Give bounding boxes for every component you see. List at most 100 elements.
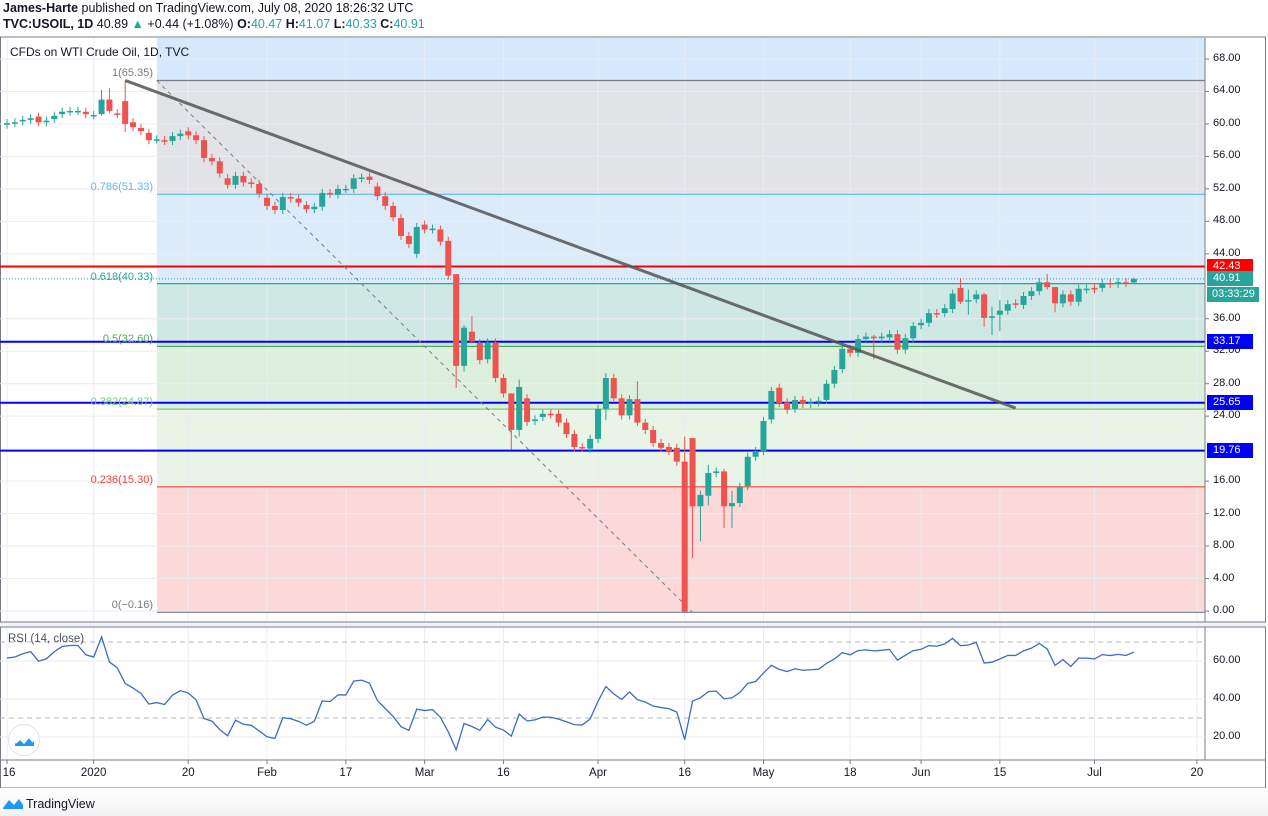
candle-body — [1067, 294, 1074, 302]
candle-body — [114, 113, 121, 115]
price-tick-label: 0.00 — [1213, 604, 1235, 616]
low-label: L: — [333, 17, 346, 31]
candle-body — [11, 122, 18, 124]
candle-body — [862, 336, 869, 340]
candle-body — [925, 313, 932, 323]
candle-body — [815, 400, 822, 403]
time-tick-label: Jul — [1087, 767, 1102, 779]
tradingview-logo-button[interactable] — [8, 724, 40, 756]
candle-body — [555, 413, 562, 423]
candle-body — [405, 235, 412, 245]
candle-body — [870, 336, 877, 339]
candle-body — [673, 447, 680, 462]
fib-label: 0.5(32.60) — [102, 333, 153, 346]
candle-body — [484, 342, 491, 360]
candle-body — [106, 99, 113, 111]
candle-body — [1004, 304, 1011, 311]
trendline — [124, 79, 1017, 410]
candle-body — [1028, 291, 1035, 297]
candle-body — [1012, 303, 1019, 305]
rsi-tick-label: 40.00 — [1213, 692, 1241, 704]
candle-body — [965, 300, 972, 302]
candle-body — [776, 387, 783, 404]
candle-body — [933, 313, 940, 315]
time-tick-label: Jun — [911, 767, 931, 779]
candle-body — [744, 456, 751, 486]
price-tick-label: 36.00 — [1213, 311, 1241, 324]
candle-body — [973, 294, 980, 300]
price-tag: 19.76 — [1207, 442, 1253, 458]
candle-body — [279, 196, 286, 210]
candle-body — [248, 182, 255, 184]
author-name[interactable]: James-Harte — [3, 1, 79, 15]
candle-body — [792, 399, 798, 409]
candle-body — [784, 402, 791, 410]
candle-body — [989, 316, 995, 318]
rsi-line — [6, 635, 1135, 752]
symbol-ohlc: TVC:USOIL, 1D 40.89 ▲ +0.44 (+1.08%) O:4… — [3, 17, 425, 31]
price-tick-label: 44.00 — [1213, 246, 1241, 259]
time-tick-label: May — [752, 767, 775, 779]
candle-body — [374, 186, 381, 197]
candle-body — [193, 135, 200, 141]
rsi-legend: RSI (14, close) — [8, 633, 85, 645]
candle-body — [500, 378, 507, 394]
candle-body — [595, 408, 601, 439]
price-tick-label: 60.00 — [1213, 116, 1241, 129]
price-tick-label: 8.00 — [1213, 539, 1235, 552]
candle-body — [90, 114, 97, 117]
candle-body — [996, 310, 1003, 315]
high-value: 41.07 — [298, 17, 331, 31]
footer-brand[interactable]: TradingView — [26, 797, 95, 811]
fib-label: 0.236(15.30) — [90, 473, 153, 486]
candle-body — [634, 399, 641, 423]
tradingview-brand-icon — [3, 799, 23, 809]
candle-body — [571, 434, 578, 448]
candle-body — [468, 331, 475, 342]
price-tick-label: 48.00 — [1213, 214, 1241, 227]
candle-body — [185, 131, 192, 136]
candle-body — [208, 158, 215, 162]
candle-body — [51, 115, 58, 120]
candle-body — [342, 188, 349, 191]
open-label: O: — [237, 17, 251, 31]
candle-body — [1036, 282, 1043, 292]
rsi-tick-label: 60.00 — [1213, 654, 1241, 666]
candle-body — [264, 197, 271, 206]
price-tick-label: 28.00 — [1213, 376, 1241, 389]
candle-body — [358, 177, 365, 179]
time-tick-label: 16 — [497, 767, 510, 779]
candle-body — [728, 503, 735, 507]
candle-body — [59, 111, 66, 115]
price-tick-label: 64.00 — [1213, 84, 1241, 97]
candle-body — [894, 334, 901, 350]
time-tick-label: 17 — [339, 767, 353, 779]
candle-body — [169, 136, 176, 141]
fib-label: 1(65.35) — [112, 67, 153, 80]
up-arrow-icon: ▲ — [131, 17, 144, 31]
candle-body — [1122, 282, 1129, 284]
candle-body — [256, 183, 263, 194]
candle-body — [910, 326, 917, 339]
candle-body — [768, 391, 775, 420]
candle-body — [957, 287, 964, 302]
candle-body — [295, 198, 302, 203]
candle-body — [67, 110, 74, 113]
time-tick-label: 15 — [993, 767, 1007, 779]
candle-body — [216, 161, 223, 174]
rsi-tick-label: 20.00 — [1213, 730, 1241, 742]
price-tick-label: 68.00 — [1213, 51, 1241, 64]
fib-zone — [157, 346, 1205, 410]
close-value: 40.91 — [393, 17, 425, 31]
candle-body — [492, 342, 499, 379]
candle-body — [547, 413, 554, 416]
candle-body — [122, 101, 129, 124]
candle-body — [760, 421, 767, 452]
symbol: TVC:USOIL, 1D — [3, 17, 94, 31]
time-tick-label: 20 — [1190, 767, 1204, 779]
candle-body — [681, 461, 688, 612]
candle-body — [1107, 283, 1114, 285]
pane-separator — [0, 622, 1266, 627]
candle-body — [413, 227, 420, 254]
